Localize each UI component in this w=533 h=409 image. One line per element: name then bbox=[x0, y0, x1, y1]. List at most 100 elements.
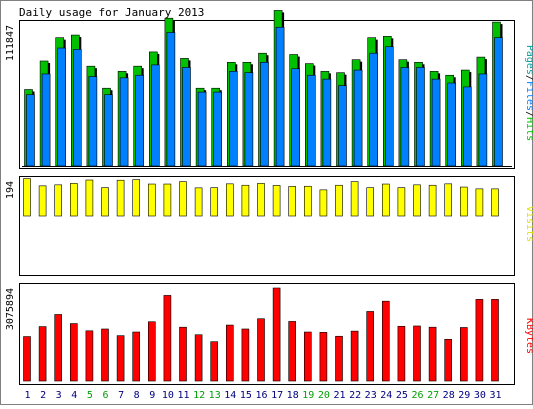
x-tick-label: 23 bbox=[365, 390, 377, 401]
bar-kbytes-day-31 bbox=[491, 299, 499, 382]
bar-files-day-22 bbox=[353, 69, 363, 167]
bar-kbytes-day-29 bbox=[459, 327, 468, 382]
bar-files-day-17 bbox=[275, 26, 285, 167]
bar-visits-day-30 bbox=[475, 188, 484, 217]
legend-entry: / bbox=[524, 111, 533, 117]
bar-visits-day-28 bbox=[444, 183, 453, 217]
x-tick-label: 20 bbox=[318, 390, 330, 401]
bar-files-day-30 bbox=[478, 73, 488, 167]
x-tick-label: 13 bbox=[209, 390, 221, 401]
bar-kbytes-day-6 bbox=[101, 328, 109, 382]
legend-kbytes: KBytes bbox=[524, 318, 533, 354]
bar-visits-day-7 bbox=[116, 179, 125, 217]
bar-files-day-5 bbox=[88, 76, 98, 167]
bar-files-day-31 bbox=[494, 37, 503, 167]
bar-kbytes-day-11 bbox=[179, 326, 187, 382]
bar-visits-day-1 bbox=[23, 178, 31, 217]
y-axis-label-pages-files-hits: 111847 bbox=[5, 25, 16, 61]
bar-kbytes-day-7 bbox=[116, 335, 125, 382]
bar-kbytes-day-23 bbox=[366, 311, 375, 382]
bar-files-day-21 bbox=[338, 85, 347, 167]
bar-kbytes-day-20 bbox=[319, 332, 328, 382]
bar-kbytes-day-19 bbox=[303, 331, 312, 382]
x-tick-label: 17 bbox=[271, 390, 283, 401]
bar-kbytes-day-18 bbox=[288, 321, 297, 382]
bar-kbytes-day-8 bbox=[132, 331, 140, 382]
x-tick-label: 9 bbox=[149, 390, 155, 401]
x-tick-label: 22 bbox=[349, 390, 361, 401]
bar-kbytes-day-9 bbox=[148, 321, 156, 382]
bar-files-day-4 bbox=[73, 49, 82, 167]
x-tick-label: 15 bbox=[240, 390, 252, 401]
bar-kbytes-day-30 bbox=[475, 299, 484, 382]
bar-files-day-15 bbox=[244, 72, 254, 167]
bar-files-day-28 bbox=[447, 82, 457, 167]
bar-visits-day-31 bbox=[491, 188, 499, 217]
x-tick-label: 29 bbox=[458, 390, 470, 401]
x-tick-label: 19 bbox=[302, 390, 314, 401]
bar-kbytes-day-21 bbox=[335, 335, 343, 382]
bar-visits-day-5 bbox=[85, 179, 94, 217]
bar-visits-day-18 bbox=[288, 186, 297, 217]
bar-files-day-26 bbox=[416, 67, 425, 167]
bar-kbytes-day-24 bbox=[381, 300, 390, 382]
bar-visits-day-19 bbox=[303, 185, 312, 217]
bar-files-day-8 bbox=[135, 74, 144, 167]
bar-visits-day-23 bbox=[366, 187, 375, 217]
bar-visits-day-22 bbox=[350, 181, 359, 217]
bar-files-day-20 bbox=[322, 78, 332, 167]
panel-frame-kbytes bbox=[19, 283, 515, 385]
bar-files-day-29 bbox=[462, 86, 472, 167]
bar-kbytes-day-4 bbox=[70, 323, 78, 382]
bar-files-day-11 bbox=[182, 67, 191, 167]
x-tick-label: 14 bbox=[224, 390, 236, 401]
x-tick-label: 21 bbox=[333, 390, 345, 401]
x-tick-label: 8 bbox=[134, 390, 140, 401]
x-tick-label: 24 bbox=[380, 390, 392, 401]
bar-visits-day-3 bbox=[54, 184, 63, 217]
bar-files-day-27 bbox=[431, 78, 441, 167]
bar-files-day-6 bbox=[104, 94, 113, 167]
bar-files-day-16 bbox=[260, 61, 269, 167]
x-tick-label: 4 bbox=[71, 390, 77, 401]
bar-kbytes-day-10 bbox=[163, 295, 172, 382]
bar-visits-day-29 bbox=[459, 186, 468, 217]
bar-kbytes-day-16 bbox=[257, 318, 265, 382]
bar-visits-day-27 bbox=[428, 184, 437, 217]
bar-visits-day-10 bbox=[163, 183, 172, 217]
bar-visits-day-20 bbox=[319, 189, 328, 217]
bar-visits-day-16 bbox=[257, 183, 265, 217]
legend-entry: Pages bbox=[524, 45, 533, 75]
x-tick-label: 27 bbox=[427, 390, 439, 401]
bar-kbytes-day-1 bbox=[23, 336, 31, 382]
bar-files-day-25 bbox=[400, 67, 410, 167]
bar-kbytes-day-15 bbox=[241, 328, 250, 382]
bar-visits-day-9 bbox=[148, 183, 156, 217]
bar-kbytes-day-13 bbox=[210, 341, 218, 382]
legend-entry: Hits bbox=[524, 117, 533, 141]
x-tick-label: 25 bbox=[396, 390, 408, 401]
x-tick-label: 16 bbox=[255, 390, 267, 401]
x-tick-label: 28 bbox=[443, 390, 455, 401]
x-tick-label: 2 bbox=[40, 390, 46, 401]
bar-files-day-9 bbox=[151, 64, 160, 167]
bar-kbytes-day-3 bbox=[54, 314, 63, 382]
bar-files-day-19 bbox=[306, 74, 316, 167]
legend-entry: Files bbox=[524, 81, 533, 111]
bar-files-day-7 bbox=[119, 77, 129, 167]
bar-kbytes-day-12 bbox=[194, 334, 203, 382]
x-tick-label: 31 bbox=[489, 390, 501, 401]
y-axis-label-kbytes: 3075894 bbox=[5, 288, 16, 330]
bar-visits-day-15 bbox=[241, 184, 250, 217]
bar-kbytes-day-14 bbox=[226, 324, 234, 382]
x-tick-label: 18 bbox=[287, 390, 299, 401]
panel-frame-visits bbox=[19, 176, 515, 276]
bar-kbytes-day-25 bbox=[397, 325, 406, 382]
x-tick-label: 3 bbox=[56, 390, 62, 401]
bar-kbytes-day-27 bbox=[428, 326, 437, 382]
bar-files-day-24 bbox=[384, 46, 394, 167]
chart-title: Daily usage for January 2013 bbox=[19, 6, 204, 19]
bar-files-day-2 bbox=[41, 73, 51, 167]
y-axis-label-visits: 194 bbox=[5, 181, 16, 199]
bar-visits-day-14 bbox=[226, 183, 234, 217]
